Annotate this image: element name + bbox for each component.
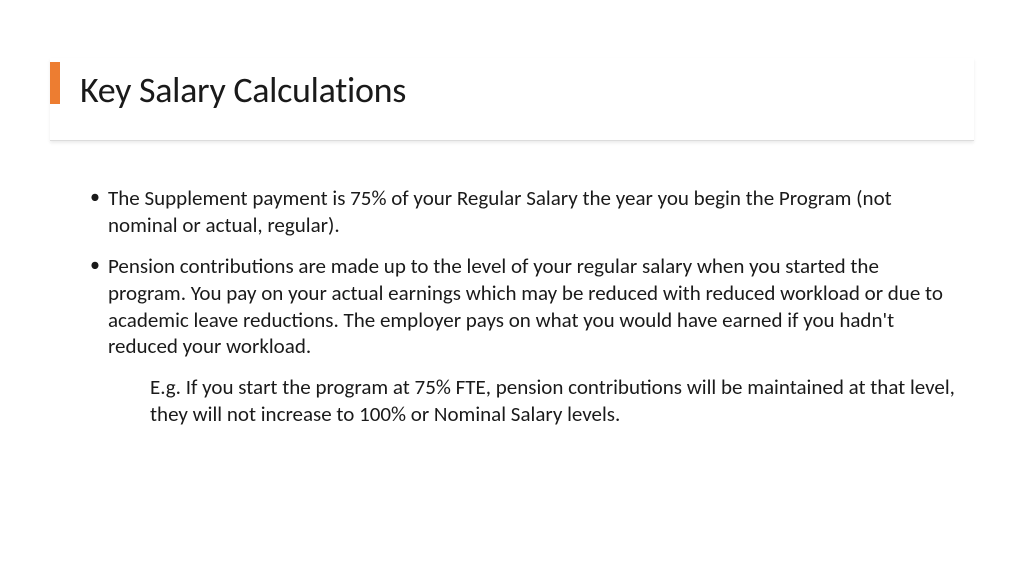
title-block: Key Salary Calculations	[50, 58, 974, 141]
slide: Key Salary Calculations The Supplement p…	[0, 0, 1024, 576]
accent-bar	[50, 62, 60, 104]
sub-note: E.g. If you start the program at 75% FTE…	[86, 374, 956, 428]
list-item: The Supplement payment is 75% of your Re…	[86, 185, 956, 239]
page-title: Key Salary Calculations	[80, 68, 974, 112]
content-area: The Supplement payment is 75% of your Re…	[50, 185, 974, 428]
bullet-list: The Supplement payment is 75% of your Re…	[86, 185, 956, 360]
list-item: Pension contributions are made up to the…	[86, 253, 956, 361]
